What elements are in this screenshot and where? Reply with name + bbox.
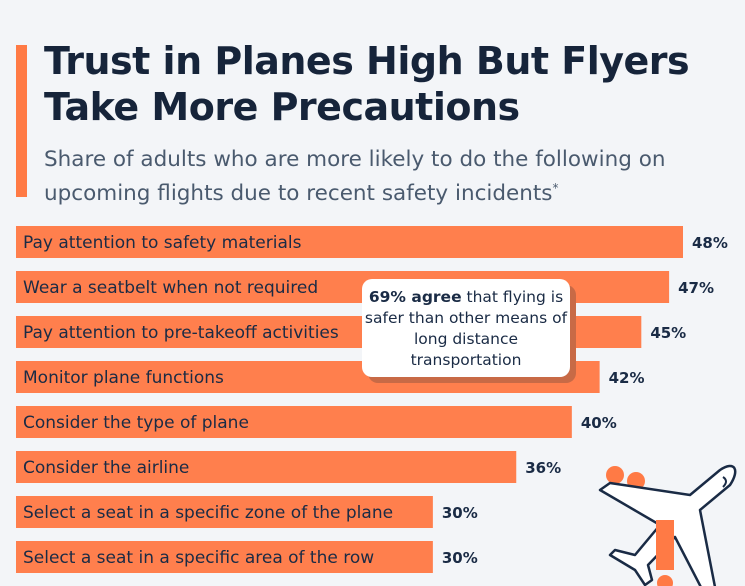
category-label: Monitor plane functions [23,368,224,388]
subtitle-text: Share of adults who are more likely to d… [44,147,666,207]
value-label: 48% [692,234,728,252]
value-label: 45% [650,324,686,342]
category-label: Pay attention to pre-takeoff activities [23,323,339,343]
callout-text: that flying is safer than other means of… [364,288,568,369]
category-label: Consider the type of plane [23,413,249,433]
value-label: 30% [442,504,478,522]
category-label: Select a seat in a specific zone of the … [23,503,393,523]
category-label: Wear a seatbelt when not required [23,278,318,298]
category-label: Consider the airline [23,458,189,478]
chart-subtitle: Share of adults who are more likely to d… [44,146,744,208]
callout-bold: 69% agree [368,288,462,306]
category-label: Select a seat in a specific area of the … [23,548,374,568]
bar [16,451,517,483]
bar [16,226,683,258]
bar [16,496,433,528]
callout-box: 69% agree that flying is safer than othe… [362,279,570,377]
category-label: Pay attention to safety materials [23,233,302,253]
value-label: 40% [581,414,617,432]
value-label: 36% [525,459,561,477]
airplane-warning-icon [598,464,737,586]
accent-bar [16,45,27,197]
bar [16,406,572,438]
value-label: 47% [678,279,714,297]
bar [16,541,433,573]
chart-title: Trust in Planes High But Flyers Take Mor… [44,39,690,129]
footnote-mark: * [552,181,559,195]
value-label: 30% [442,549,478,567]
value-label: 42% [609,369,645,387]
